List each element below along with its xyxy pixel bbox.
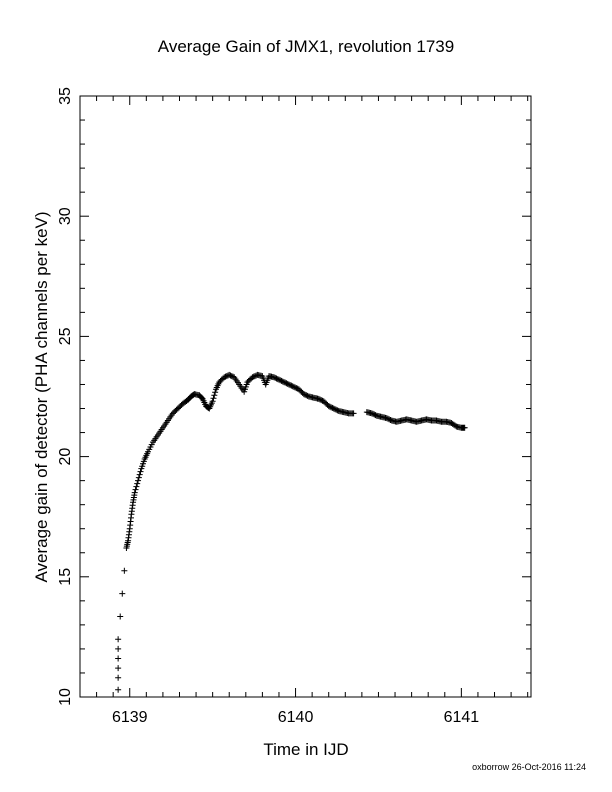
data-point	[132, 486, 139, 493]
x-tick-label: 6141	[444, 709, 480, 726]
data-point	[121, 567, 128, 574]
y-tick-label: 35	[57, 87, 74, 105]
data-point	[136, 471, 143, 478]
data-point	[115, 665, 122, 672]
data-point	[119, 590, 126, 597]
data-point	[115, 636, 122, 643]
y-tick-label: 30	[57, 207, 74, 225]
data-point	[212, 389, 219, 396]
y-axis-label: Average gain of detector (PHA channels p…	[32, 211, 51, 582]
data-point	[115, 645, 122, 652]
y-tick-label: 15	[57, 568, 74, 586]
x-tick-label: 6139	[112, 709, 148, 726]
data-point	[135, 477, 142, 484]
chart-title: Average Gain of JMX1, revolution 1739	[158, 37, 454, 56]
data-point	[115, 674, 122, 681]
data-point	[131, 489, 138, 496]
data-point	[135, 474, 142, 481]
axis-ticks: 10 15 20 25 30 35 6139 6140 6141	[57, 87, 531, 726]
y-tick-label: 25	[57, 327, 74, 345]
y-tick-label: 10	[57, 688, 74, 706]
plot-frame	[79, 95, 532, 698]
data-point	[210, 395, 217, 402]
data-point	[115, 686, 122, 693]
y-tick-label: 20	[57, 448, 74, 466]
x-axis-label: Time in IJD	[263, 740, 348, 759]
data-point	[117, 613, 124, 620]
data-point	[209, 398, 216, 405]
data-points	[115, 371, 468, 693]
data-point	[350, 410, 357, 417]
data-point	[133, 483, 140, 490]
data-point	[461, 424, 468, 431]
data-point	[137, 468, 144, 475]
data-point	[134, 480, 141, 487]
x-tick-label: 6140	[278, 709, 314, 726]
footer-credit: oxborrow 26-Oct-2016 11:24	[472, 762, 586, 772]
data-point	[211, 392, 218, 399]
data-point	[115, 655, 122, 662]
